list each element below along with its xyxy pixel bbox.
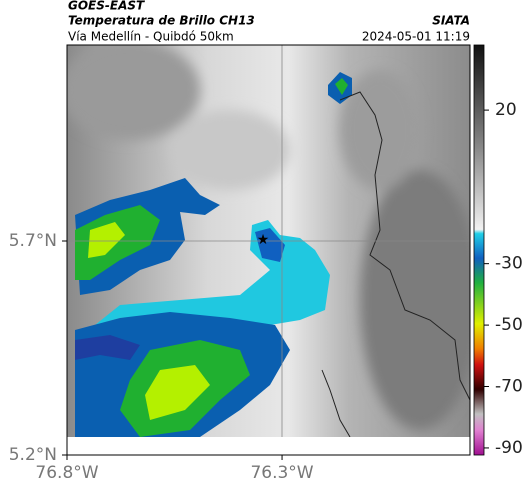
y-tick-label: 5.2°N (9, 445, 57, 465)
y-tick-label: 5.7°N (9, 231, 57, 251)
org: SIATA (432, 14, 470, 28)
colorbar-tick-label: -70 (495, 377, 523, 397)
colorbar-tick-label: -30 (495, 254, 523, 274)
colorbar-tick-label: -50 (495, 315, 523, 335)
satellite-image: ★ (67, 45, 470, 437)
colorbar-tick-label: -90 (495, 438, 523, 458)
map-frame (66, 44, 471, 456)
subtitle: Vía Medellín - Quibdó 50km (68, 30, 234, 44)
datetime: 2024-05-01 11:19 (362, 30, 470, 44)
colorbar-tick-label: 20 (495, 100, 517, 120)
x-tick-label: 76.8°W (35, 463, 98, 483)
x-tick-label: 76.3°W (250, 463, 313, 483)
title: Temperatura de Brillo CH13 (68, 14, 255, 28)
svg-text:★: ★ (257, 232, 270, 248)
colorbar (473, 44, 485, 456)
source: GOES-EAST (68, 0, 145, 13)
